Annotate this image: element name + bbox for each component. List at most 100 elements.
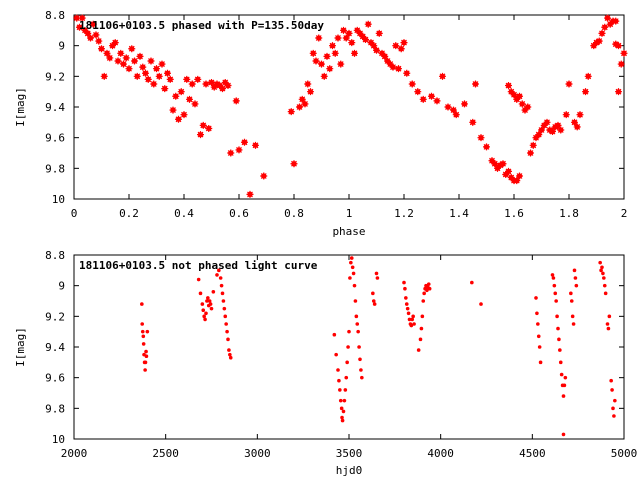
data-point <box>197 131 204 139</box>
data-point <box>161 85 169 93</box>
data-point <box>92 31 100 39</box>
data-point <box>563 375 568 380</box>
data-point <box>499 160 507 168</box>
data-point <box>111 39 119 47</box>
data-point <box>477 134 485 142</box>
data-point <box>356 329 360 334</box>
data-point <box>357 345 361 349</box>
x-tick-label: 0 <box>71 207 78 220</box>
data-point <box>122 54 130 62</box>
data-point <box>426 282 431 286</box>
data-point <box>615 88 622 96</box>
data-point <box>554 299 558 303</box>
data-point <box>89 20 97 28</box>
data-point <box>613 398 617 403</box>
data-point <box>222 306 227 311</box>
data-point <box>609 378 613 383</box>
data-point <box>549 128 556 136</box>
data-point <box>203 317 207 322</box>
data-point <box>206 296 210 300</box>
data-point <box>164 69 171 77</box>
data-point <box>576 111 584 119</box>
data-point <box>226 337 230 342</box>
x-tick-label: 0.2 <box>119 207 139 220</box>
data-point <box>140 329 145 334</box>
data-point <box>183 75 191 83</box>
y-axis-label: I[mag] <box>14 327 27 367</box>
y-tick-label: 9.6 <box>45 372 65 385</box>
data-point <box>84 29 92 37</box>
data-point <box>342 398 347 403</box>
data-point <box>246 190 254 198</box>
phased-light-curve-chart: 0 0.2 0.4 0.6 0.8 1 1.2 1.4 1.6 1.8 2 8.8 9 9.2 9.4 9.… <box>14 9 628 238</box>
data-point <box>524 103 532 111</box>
data-point <box>599 268 603 273</box>
data-point <box>227 348 231 352</box>
data-point <box>427 286 432 291</box>
data-point <box>598 260 602 265</box>
data-point <box>433 97 441 105</box>
data-point <box>395 65 402 73</box>
data-point <box>336 368 340 372</box>
data-point <box>225 329 229 334</box>
y-tick-label: 9.2 <box>45 70 65 83</box>
data-point <box>571 322 576 326</box>
data-point <box>100 72 108 80</box>
data-point <box>595 37 603 45</box>
data-point <box>408 80 416 88</box>
data-point <box>331 49 339 57</box>
x-axis-label: phase <box>332 225 365 238</box>
data-point <box>205 124 213 132</box>
data-point <box>125 65 133 73</box>
data-point <box>483 143 490 151</box>
data-point <box>607 314 612 319</box>
data-point <box>412 322 416 326</box>
y-tick-label: 9.8 <box>45 402 65 415</box>
data-point <box>304 80 312 88</box>
data-point <box>198 291 203 296</box>
data-point <box>140 322 144 326</box>
x-tick-label: 0.8 <box>284 207 304 220</box>
x-tick-label: 1 <box>346 207 353 220</box>
data-point <box>166 75 174 83</box>
data-point <box>411 314 415 319</box>
data-point <box>558 348 562 352</box>
x-axis-label: hjd0 <box>336 464 363 477</box>
data-point <box>345 360 349 365</box>
data-point <box>392 42 400 50</box>
data-point <box>207 299 212 303</box>
data-point <box>538 126 545 134</box>
x-tick-label: 1.4 <box>449 207 469 220</box>
data-point <box>202 80 210 88</box>
data-point <box>422 291 426 296</box>
data-point <box>479 302 483 306</box>
y-tick-label: 10 <box>52 193 65 206</box>
data-point <box>516 172 523 180</box>
data-point <box>155 72 163 80</box>
x-tick-label: 1.8 <box>559 207 579 220</box>
data-point <box>584 72 592 80</box>
data-point <box>191 100 199 108</box>
data-point <box>372 302 377 306</box>
data-point <box>144 349 148 354</box>
data-point <box>323 52 331 60</box>
data-point <box>404 296 408 300</box>
data-point <box>334 352 338 357</box>
data-point <box>527 149 534 157</box>
data-point <box>559 372 564 377</box>
data-point <box>169 106 177 114</box>
data-point <box>425 288 429 293</box>
data-point <box>290 160 298 168</box>
data-point <box>351 271 356 276</box>
data-point <box>598 29 606 37</box>
data-point <box>552 283 557 288</box>
data-point <box>140 302 144 306</box>
data-point <box>345 29 353 37</box>
x-tick-label: 0.4 <box>174 207 194 220</box>
y-tick-label: 9.6 <box>45 132 65 145</box>
data-point <box>73 14 81 22</box>
x-tick-label: 2 <box>621 207 628 220</box>
x-axis-ticks: 2000 2500 3000 3500 4000 4500 5000 <box>61 255 637 460</box>
chart-title: 181106+0103.5 not phased light curve <box>79 259 318 272</box>
y-axis-label: I[mag] <box>14 87 27 127</box>
